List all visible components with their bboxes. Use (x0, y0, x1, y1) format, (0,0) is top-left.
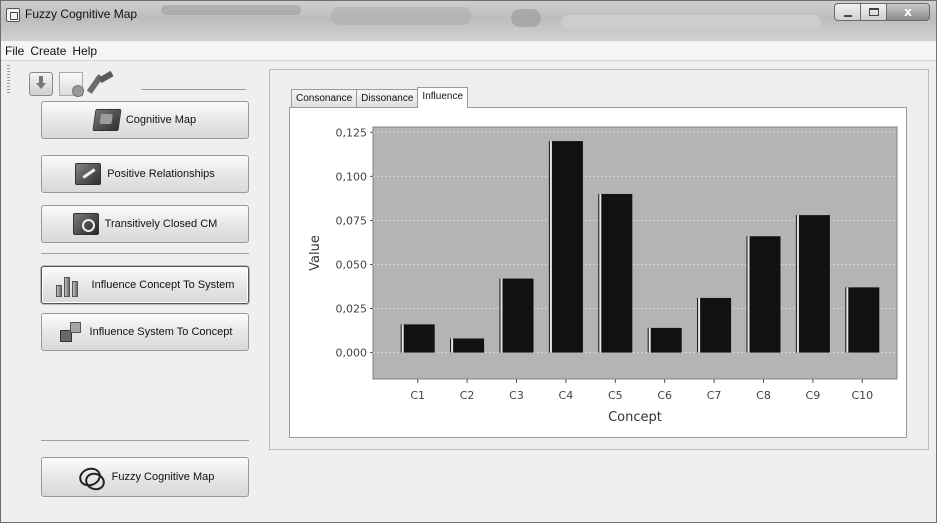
toolbar (29, 71, 119, 97)
positive-relationships-icon (75, 163, 102, 185)
x-tick-label: C5 (608, 389, 623, 402)
toolbar-divider (141, 89, 246, 90)
bar (400, 324, 435, 353)
transitively-closed-label: Transitively Closed CM (104, 218, 218, 230)
x-tick-label: C2 (460, 389, 475, 402)
bar-highlight (747, 236, 750, 353)
bar (598, 193, 633, 353)
cubes-icon (58, 320, 84, 344)
bar (746, 236, 781, 353)
x-tick-label: C8 (756, 389, 771, 402)
bar (697, 297, 732, 353)
bar-highlight (648, 327, 651, 353)
toolbar-grip[interactable] (7, 65, 10, 95)
menu-create[interactable]: Create (30, 44, 67, 58)
influence-system-to-concept-button[interactable]: Influence System To Concept (41, 313, 249, 351)
bar-highlight (451, 338, 454, 353)
tools-icon[interactable] (89, 72, 113, 96)
y-tick-label: 0,000 (336, 347, 368, 360)
fcm-logo-icon (76, 464, 106, 490)
bar (795, 215, 830, 353)
x-tick-label: C9 (806, 389, 821, 402)
cognitive-map-icon (92, 109, 122, 131)
bar-chart-icon (55, 273, 86, 297)
menu-bar: File Create Help (1, 42, 936, 61)
close-button[interactable]: x (886, 3, 930, 21)
tab-dissonance[interactable]: Dissonance (356, 89, 419, 108)
tab-influence[interactable]: Influence (417, 87, 469, 108)
bar (647, 327, 682, 353)
tab-consonance[interactable]: Consonance (291, 89, 358, 108)
new-document-icon[interactable] (59, 72, 84, 97)
bar-highlight (401, 324, 404, 353)
x-axis-label: Concept (608, 410, 662, 425)
window-title: Fuzzy Cognitive Map (25, 7, 138, 21)
minimize-icon (844, 15, 852, 17)
minimize-button[interactable] (834, 3, 860, 21)
influence-system-to-concept-label: Influence System To Concept (89, 326, 233, 338)
bar (845, 287, 880, 353)
y-tick-label: 0,025 (336, 303, 368, 316)
menu-help[interactable]: Help (72, 44, 98, 58)
bar-highlight (549, 141, 552, 353)
sidebar-bottom-divider (41, 440, 249, 441)
positive-relationships-button[interactable]: Positive Relationships (41, 155, 249, 193)
fuzzy-cognitive-map-button[interactable]: Fuzzy Cognitive Map (41, 457, 249, 497)
cognitive-map-label: Cognitive Map (125, 114, 197, 126)
window-controls: x (834, 3, 930, 23)
bar-highlight (500, 278, 503, 353)
tab-strip: Consonance Dissonance Influence (291, 87, 469, 108)
x-tick-label: C6 (657, 389, 672, 402)
influence-concept-to-system-button[interactable]: Influence Concept To System (41, 266, 249, 304)
title-bar[interactable]: Fuzzy Cognitive Map x (1, 1, 936, 41)
bar (499, 278, 534, 353)
x-tick-label: C3 (509, 389, 524, 402)
menu-file[interactable]: File (5, 44, 25, 58)
java-app-icon (6, 8, 20, 22)
bar-highlight (698, 297, 701, 353)
close-icon: x (904, 5, 912, 19)
positive-relationships-label: Positive Relationships (107, 168, 215, 180)
bar-highlight (796, 215, 799, 353)
bar (548, 141, 583, 353)
transitively-closed-button[interactable]: Transitively Closed CM (41, 205, 249, 243)
x-tick-label: C7 (707, 389, 722, 402)
y-tick-label: 0,125 (336, 126, 368, 139)
bar-highlight (599, 193, 602, 353)
download-icon[interactable] (29, 72, 53, 96)
transitively-closed-icon (72, 213, 99, 235)
maximize-button[interactable] (860, 3, 886, 21)
y-tick-label: 0,050 (336, 258, 368, 271)
influence-concept-to-system-label: Influence Concept To System (91, 279, 235, 291)
y-tick-label: 0,100 (336, 170, 368, 183)
x-tick-label: C4 (559, 389, 574, 402)
influence-chart: 0,000 0,025 0,050 0,075 0,100 0,125 C1 C2 C3 C4 C5… (297, 114, 901, 432)
x-tick-label: C1 (410, 389, 425, 402)
maximize-icon (869, 8, 879, 16)
bar-chart: 0,000 0,025 0,050 0,075 0,100 0,125 C1 C2 C3 C4 C5… (308, 126, 898, 425)
sidebar: Cognitive Map Positive Relationships Tra… (21, 63, 261, 514)
y-tick-label: 0,075 (336, 214, 368, 227)
cognitive-map-button[interactable]: Cognitive Map (41, 101, 249, 139)
y-axis-label: Value (308, 235, 323, 271)
sidebar-divider (41, 253, 249, 254)
bar-highlight (846, 287, 849, 353)
bar (450, 338, 485, 353)
x-tick-label: C10 (851, 389, 873, 402)
fuzzy-cognitive-map-label: Fuzzy Cognitive Map (111, 471, 215, 483)
